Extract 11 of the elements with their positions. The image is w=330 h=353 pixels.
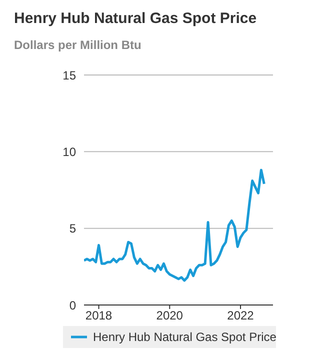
x-tick-label: 2018: [85, 308, 112, 323]
y-tick-label: 15: [62, 68, 76, 82]
chart-subtitle: Dollars per Million Btu: [14, 38, 142, 52]
y-tick-label: 10: [62, 144, 76, 159]
line-series: [84, 168, 266, 282]
x-tick-label: 2022: [227, 308, 254, 323]
legend-label: Henry Hub Natural Gas Spot Price: [93, 330, 276, 344]
y-tick-label: 0: [69, 298, 76, 312]
chart-title: Henry Hub Natural Gas Spot Price: [14, 10, 257, 27]
y-tick-label: 5: [69, 222, 76, 236]
x-tick-label: 2020: [156, 308, 184, 323]
